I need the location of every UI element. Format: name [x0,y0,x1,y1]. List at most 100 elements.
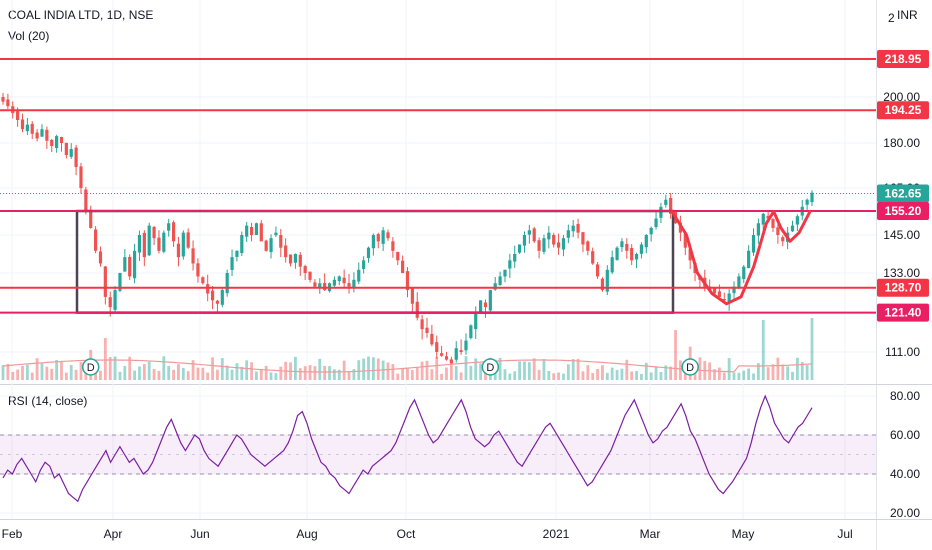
candle [254,223,259,236]
candle [742,266,746,280]
volume-bar [557,372,560,380]
x-tick-label: Aug [296,527,317,541]
candle [201,277,205,284]
volume-bar [318,358,322,380]
volume-bar [133,370,136,380]
volume-bar [435,356,439,380]
candle [89,209,93,228]
volume-bar [503,369,507,380]
volume-bar [60,362,63,380]
volume-bar [581,371,585,380]
volume-bar [274,373,278,380]
candle [644,235,648,248]
candle [771,218,775,228]
candle [303,266,307,273]
candle [766,215,770,219]
volume-bar [727,358,731,380]
volume-bar [113,356,117,380]
candle [176,243,181,258]
candle [615,247,619,260]
rsi-tick-label: 40.00 [890,467,920,481]
candle [454,348,458,360]
candle [308,271,312,280]
volume-bar [25,364,29,380]
rsi-tick-label: 60.00 [890,428,920,442]
y-tick-label: 111.00 [885,345,920,359]
volume-bar [644,362,648,380]
volume-bar [45,366,49,380]
candle [595,264,600,277]
volume-bar [16,369,20,380]
volume-bar [84,371,88,380]
volume-bar [649,372,653,380]
volume-bar [406,367,409,380]
candle [25,124,29,132]
candle [45,129,49,141]
price-label: 128.70 [885,281,922,295]
volume-bar [347,371,351,380]
volume-bar [596,368,599,380]
volume-bar [1,365,5,380]
candle [108,297,112,308]
volume-bar [732,372,736,380]
volume-bar [698,357,702,380]
volume-bar [181,368,185,380]
volume-bar [610,367,614,380]
candle [483,302,488,308]
candle [649,227,653,235]
rsi-tick-label: 20.00 [890,506,920,520]
candle [581,232,585,245]
candle [605,269,609,292]
volume-bar [99,370,102,380]
candle [230,257,234,270]
candle [503,269,507,277]
volume-bar [64,372,68,380]
candle [79,166,83,188]
candle [795,216,799,225]
candle [634,254,639,260]
candle [493,283,497,290]
volume-bar [420,361,424,380]
candle [396,251,400,261]
volume-bar [454,366,458,380]
volume-bar [40,363,44,380]
candle [240,235,244,254]
candle [683,233,687,248]
candle [386,232,390,239]
price-label: 162.65 [885,187,922,201]
candle [279,234,283,248]
candle [30,123,34,134]
volume-bar [805,365,809,380]
rsi-line [2,394,813,503]
candle [727,293,731,302]
volume-bar [786,366,790,380]
candle [167,223,171,231]
dividend-marker-label: D [686,362,694,374]
volume-bar [386,362,390,380]
volume-bar [240,366,244,380]
candle [664,199,668,205]
candle [561,238,566,250]
candle [269,238,273,253]
volume-bar [323,365,327,380]
volume-bar [108,357,112,380]
candle [366,247,371,259]
volume-bar [211,357,214,380]
candle [50,139,54,146]
candle [790,225,795,232]
candle [147,225,151,256]
candle [600,278,605,291]
volume-bar [722,372,726,380]
candle [123,257,127,272]
volume-bar [279,366,283,380]
volume-bar [430,369,434,380]
volume-bar [55,359,59,380]
candle [342,277,346,284]
candle [552,234,556,245]
volume-bar [605,372,609,380]
candle [556,242,561,248]
rsi-tick-label: 80.00 [890,389,920,403]
dividend-marker [681,358,699,376]
price-label-box [877,202,929,221]
